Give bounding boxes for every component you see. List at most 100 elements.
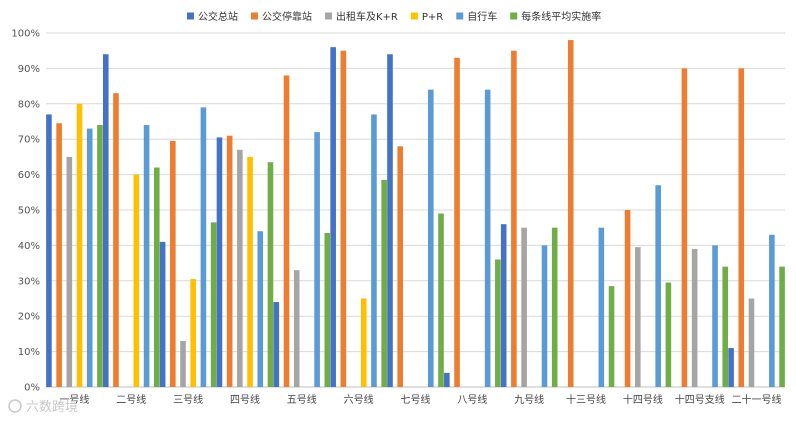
y-tick-label: 100% [11, 29, 40, 40]
bar [257, 231, 264, 387]
x-tick-label: 六号线 [344, 393, 374, 406]
bar [381, 179, 387, 387]
watermark: 六数跨境 [8, 399, 78, 415]
legend-label: 公交停靠站 [262, 10, 312, 23]
bar [340, 50, 347, 387]
bar [86, 128, 93, 387]
y-tick-label: 20% [18, 312, 40, 323]
bar [541, 245, 548, 387]
x-tick-label: 十四号支线 [675, 393, 725, 406]
bar [237, 149, 243, 387]
bar [748, 298, 755, 387]
x-tick-label: 七号线 [401, 393, 431, 406]
bar [330, 47, 336, 387]
bar [314, 132, 320, 387]
bar [634, 247, 641, 387]
y-tick-label: 50% [18, 206, 40, 217]
bar [728, 348, 734, 387]
bar [113, 93, 119, 388]
bar [387, 54, 393, 388]
x-tick-label: 四号线 [230, 393, 260, 406]
bar [133, 174, 140, 387]
bar [454, 57, 460, 387]
legend-swatch [251, 12, 258, 20]
y-axis: 0% 10% 20% 30% 40% 50% 60% 70% 80% 90% 100% [11, 29, 40, 394]
legend-swatch [456, 12, 464, 20]
bar [397, 146, 403, 387]
bar [567, 40, 574, 388]
bar [444, 372, 450, 387]
bar [46, 114, 52, 388]
bar [66, 156, 73, 387]
bar [247, 156, 253, 387]
bar [226, 135, 233, 387]
bar [273, 302, 280, 387]
bar [293, 270, 300, 387]
x-tick-label: 九号线 [514, 393, 544, 406]
bar [200, 107, 207, 387]
bar [360, 298, 367, 387]
legend-label: 出租车及K+R [336, 10, 398, 23]
bar [56, 123, 62, 388]
bar [738, 68, 745, 388]
watermark-text: 六数跨境 [26, 400, 78, 415]
x-tick-label: 三号线 [173, 393, 203, 406]
x-tick-label: 一号线 [59, 393, 89, 406]
legend-label: 自行车 [467, 10, 497, 23]
bar [691, 248, 698, 387]
legend-swatch [325, 12, 332, 20]
bar [598, 227, 605, 387]
y-tick-label: 10% [18, 347, 40, 358]
bar [551, 227, 558, 387]
bar [722, 266, 729, 387]
bar [438, 213, 444, 387]
x-tick-label: 五号线 [287, 393, 317, 406]
bar [210, 222, 217, 387]
bar [159, 241, 166, 387]
x-tick-label: 十三号线 [566, 393, 606, 406]
bar [428, 89, 434, 387]
bar [76, 103, 83, 388]
bar [97, 125, 103, 387]
bar [608, 286, 615, 387]
bar [484, 89, 491, 387]
bar [216, 137, 223, 387]
bar [500, 224, 507, 387]
y-tick-label: 40% [18, 241, 40, 252]
x-tick-label: 二号线 [116, 393, 146, 406]
bar [624, 210, 631, 387]
y-tick-label: 80% [18, 99, 40, 110]
legend-label: 公交总站 [198, 10, 238, 23]
bars [46, 40, 785, 388]
bar [190, 279, 197, 387]
legend-label: 每条线平均实施率 [521, 10, 601, 23]
y-tick-label: 0% [24, 383, 40, 394]
bar [495, 259, 501, 387]
x-axis: 一号线 二号线 三号线 四号线 五号线 六号线 七号线 八号线 九号线 十三号线 十四号线 十四号支线… [59, 393, 781, 406]
bar [521, 227, 527, 387]
legend-swatch [187, 12, 194, 20]
bar [153, 167, 160, 387]
bar [712, 245, 718, 387]
bar [324, 233, 331, 387]
x-tick-label: 十四号线 [623, 393, 663, 406]
bar [769, 234, 775, 387]
bar [681, 68, 688, 388]
legend-label: P+R [422, 12, 443, 23]
bar [371, 114, 377, 388]
bar [102, 54, 109, 388]
y-tick-label: 60% [18, 170, 40, 181]
grid-lines [46, 32, 785, 388]
y-tick-label: 90% [18, 64, 40, 75]
legend: 公交总站 公交停靠站 出租车及K+R P+R 自行车 每条线平均实施率 [187, 10, 601, 23]
bar [170, 140, 176, 387]
bar [655, 185, 661, 387]
bar [283, 75, 290, 387]
bar [143, 125, 150, 387]
bar [511, 50, 517, 387]
y-tick-label: 70% [18, 135, 40, 146]
x-tick-label: 二十一号线 [732, 393, 782, 406]
legend-swatch [510, 12, 518, 20]
watermark-logo-icon [8, 399, 22, 413]
